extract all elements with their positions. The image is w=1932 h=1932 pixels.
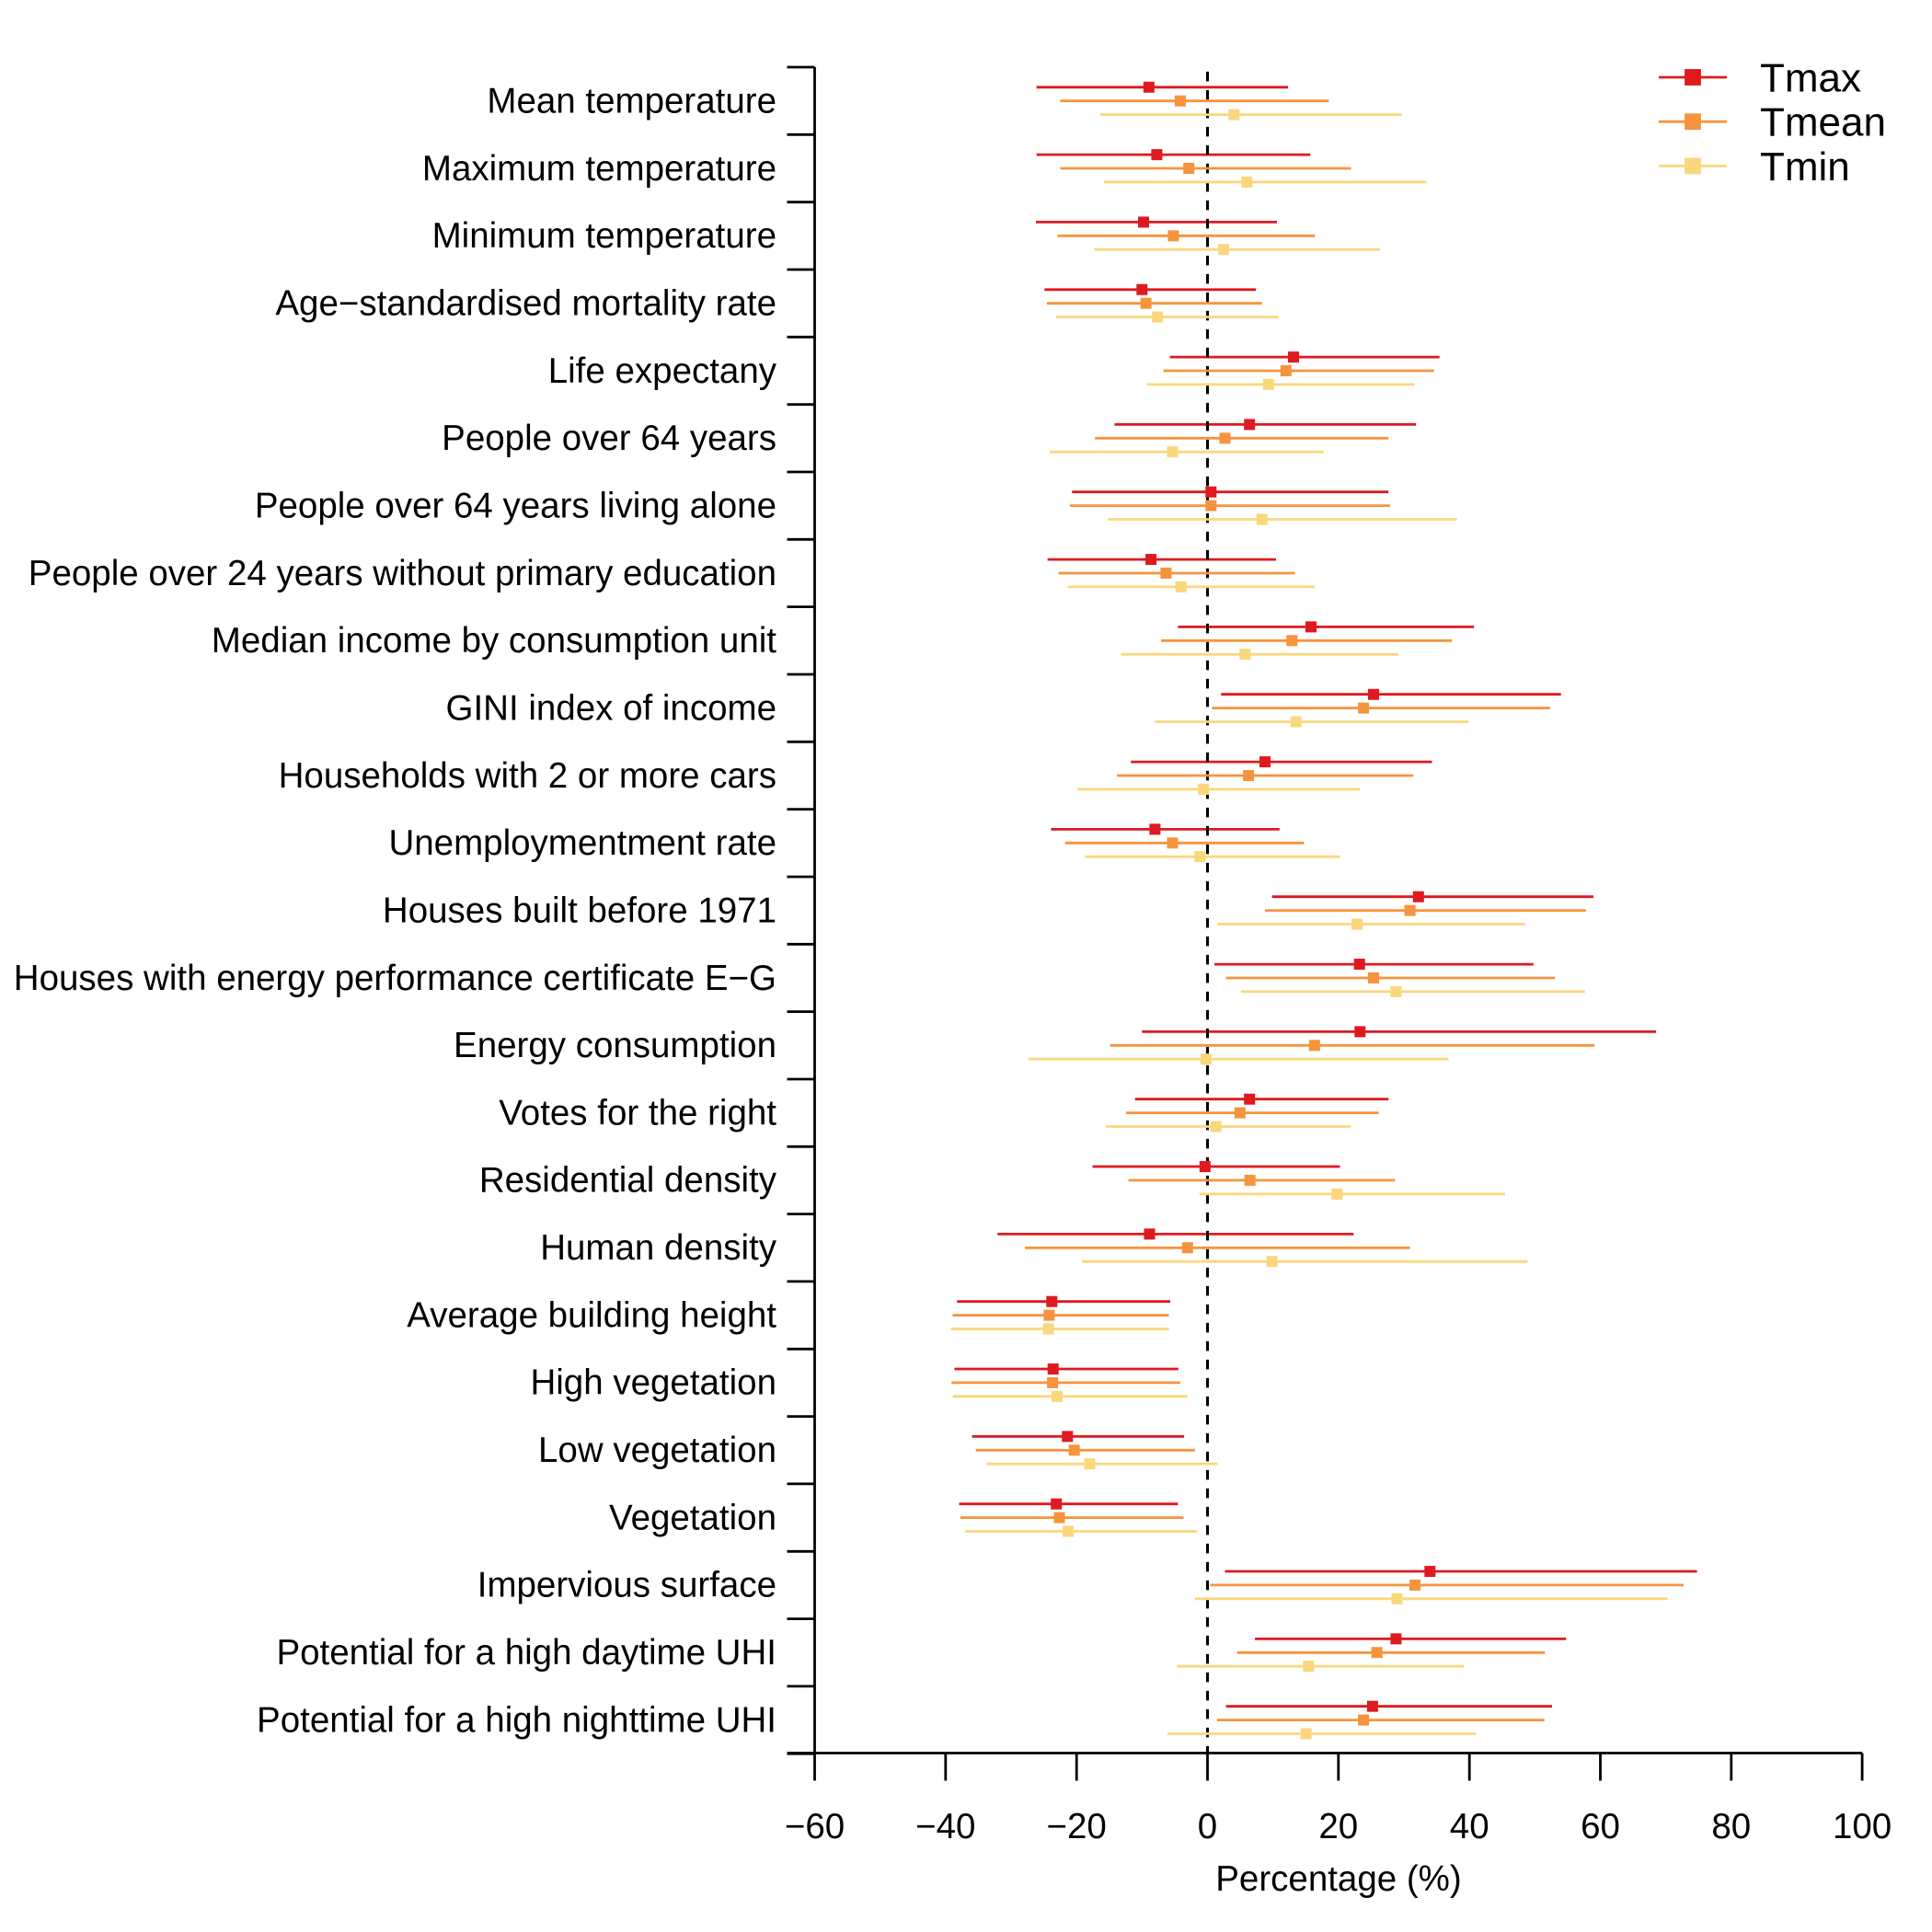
svg-text:Percentage (%): Percentage (%) [1215, 1859, 1462, 1899]
svg-text:Houses built before 1971: Houses built before 1971 [383, 891, 776, 930]
svg-text:People over 64 years: People over 64 years [442, 419, 776, 458]
svg-text:Unemploymentment rate: Unemploymentment rate [388, 823, 776, 863]
svg-text:Potential for a high daytime U: Potential for a high daytime UHI [276, 1633, 776, 1673]
svg-text:0: 0 [1198, 1807, 1217, 1846]
svg-text:People over 24 years without p: People over 24 years without primary edu… [29, 554, 776, 593]
svg-text:Vegetation: Vegetation [609, 1498, 776, 1537]
svg-text:Tmean: Tmean [1760, 100, 1886, 145]
svg-text:Average building height: Average building height [407, 1295, 776, 1335]
svg-text:Impervious surface: Impervious surface [477, 1566, 776, 1605]
svg-text:Life expectany: Life expectany [548, 351, 777, 391]
svg-text:GINI index of income: GINI index of income [446, 688, 777, 728]
svg-text:People over 64 years living al: People over 64 years living alone [255, 486, 776, 525]
svg-text:Age−standardised mortality rat: Age−standardised mortality rate [275, 284, 776, 324]
svg-text:100: 100 [1833, 1807, 1892, 1846]
svg-text:80: 80 [1711, 1807, 1751, 1846]
svg-text:Minimum temperature: Minimum temperature [432, 216, 776, 256]
svg-text:Low vegetation: Low vegetation [538, 1431, 776, 1470]
svg-text:Maximum temperature: Maximum temperature [422, 149, 776, 189]
svg-text:20: 20 [1318, 1807, 1358, 1846]
svg-text:60: 60 [1581, 1807, 1620, 1846]
svg-text:Median income by consumption u: Median income by consumption unit [212, 621, 776, 661]
svg-text:Human density: Human density [540, 1228, 777, 1268]
svg-text:Votes for the right: Votes for the right [499, 1093, 776, 1133]
svg-text:−40: −40 [915, 1807, 975, 1846]
svg-text:Tmax: Tmax [1760, 55, 1861, 100]
svg-text:−60: −60 [785, 1807, 845, 1846]
svg-text:Mean temperature: Mean temperature [487, 82, 776, 121]
svg-text:High vegetation: High vegetation [530, 1363, 776, 1403]
svg-text:Households with 2 or more cars: Households with 2 or more cars [279, 756, 776, 796]
svg-text:Potential for a high nighttime: Potential for a high nighttime UHI [257, 1700, 776, 1740]
svg-text:Residential density: Residential density [479, 1161, 777, 1201]
svg-text:40: 40 [1450, 1807, 1489, 1846]
svg-text:Energy consumption: Energy consumption [454, 1026, 776, 1065]
svg-text:Houses with energy performance: Houses with energy performance certifica… [14, 959, 776, 998]
svg-text:−20: −20 [1047, 1807, 1107, 1846]
svg-text:Tmin: Tmin [1760, 144, 1850, 190]
